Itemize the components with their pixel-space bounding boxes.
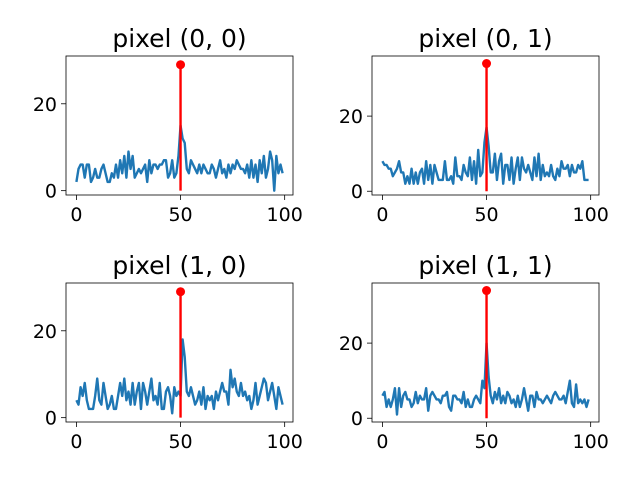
x-tick-label: 0 bbox=[376, 431, 388, 453]
x-tick-label: 100 bbox=[573, 204, 609, 226]
stem-marker bbox=[482, 286, 492, 296]
subplot-1: pixel (0, 1) 0 50 100 0 20 bbox=[339, 24, 609, 226]
y-tick-label: 20 bbox=[33, 321, 57, 343]
x-tick-label: 50 bbox=[474, 431, 498, 453]
x-tick-label: 100 bbox=[573, 431, 609, 453]
y-tick-label: 0 bbox=[45, 181, 57, 203]
y-tick-label: 20 bbox=[339, 106, 363, 128]
subplot-2: pixel (1, 0) 0 50 100 0 20 bbox=[33, 251, 303, 453]
x-tick-label: 50 bbox=[168, 204, 192, 226]
axes-frame bbox=[65, 55, 294, 196]
subplot-title: pixel (1, 1) bbox=[418, 251, 552, 280]
y-tick-label: 20 bbox=[339, 333, 363, 355]
x-tick-label: 50 bbox=[168, 431, 192, 453]
subplot-3: pixel (1, 1) 0 50 100 0 20 bbox=[339, 251, 609, 453]
axes-frame bbox=[371, 282, 600, 423]
subplot-title: pixel (0, 0) bbox=[112, 24, 246, 53]
x-tick-label: 100 bbox=[267, 204, 303, 226]
x-tick-label: 0 bbox=[70, 431, 82, 453]
subplot-title: pixel (1, 0) bbox=[112, 251, 246, 280]
y-tick-label: 0 bbox=[45, 408, 57, 430]
stem-marker bbox=[176, 287, 186, 297]
x-tick-label: 0 bbox=[376, 204, 388, 226]
stem-marker bbox=[482, 59, 492, 69]
axes-frame bbox=[371, 55, 600, 196]
stem-marker bbox=[176, 60, 186, 70]
axes-frame bbox=[65, 282, 294, 423]
y-tick-label: 0 bbox=[351, 181, 363, 203]
x-tick-label: 100 bbox=[267, 431, 303, 453]
subplot-title: pixel (0, 1) bbox=[418, 24, 552, 53]
x-tick-label: 50 bbox=[474, 204, 498, 226]
subplot-0: pixel (0, 0) 0 50 100 0 20 bbox=[33, 24, 303, 226]
y-tick-label: 20 bbox=[33, 94, 57, 116]
y-tick-label: 0 bbox=[351, 408, 363, 430]
x-tick-label: 0 bbox=[70, 204, 82, 226]
